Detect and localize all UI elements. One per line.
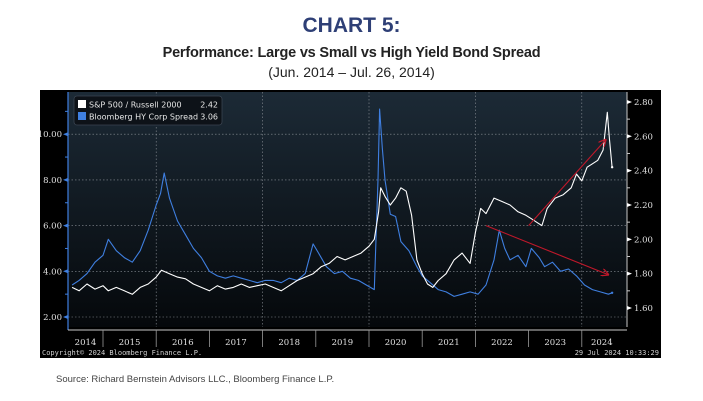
right-tick-marker [627, 237, 632, 242]
series-line-sp500-russell-ratio [71, 111, 613, 295]
right-tick-label: 2.40 [634, 167, 653, 177]
x-tick-label: 2019 [332, 338, 354, 348]
annotations [485, 140, 608, 275]
x-tick-label: 2022 [491, 338, 513, 348]
right-tick-marker [627, 202, 632, 207]
right-tick-label: 1.80 [634, 270, 653, 280]
right-tick-marker [627, 271, 632, 276]
left-tick-marker [63, 223, 68, 228]
timestamp-text: 29 Jul 2024 10:33:29 [575, 349, 659, 357]
left-tick-marker [63, 315, 68, 319]
x-tick-label: 2020 [385, 338, 407, 348]
right-tick-label: 2.80 [634, 98, 653, 108]
legend-swatch-ratio [78, 100, 86, 108]
legend: S&P 500 / Russell 2000 2.42 Bloomberg HY… [73, 95, 223, 126]
left-tick-label: 10.00 [40, 130, 62, 140]
legend-label-ratio: S&P 500 / Russell 2000 [89, 101, 182, 110]
chart-title: CHART 5: [302, 14, 401, 37]
series-endpoint [610, 291, 614, 294]
legend-swatch-spread [78, 112, 86, 120]
trend-arrow-up [528, 140, 606, 226]
gridlines [68, 92, 627, 327]
source-note: Source: Richard Bernstein Advisors LLC.,… [56, 374, 335, 385]
x-tick-label: 2018 [278, 338, 300, 348]
x-tick-label: 2021 [438, 338, 460, 348]
x-tick-label: 2016 [172, 338, 194, 348]
left-tick-marker [63, 177, 68, 182]
chart-date-range: (Jun. 2014 – Jul. 26, 2014) [268, 64, 435, 80]
left-tick-label: 4.00 [43, 267, 62, 277]
legend-box [73, 95, 223, 126]
right-tick-marker [627, 134, 632, 139]
legend-value-spread: 3.06 [200, 113, 218, 122]
series-endpoint [610, 166, 614, 169]
left-tick-label: 8.00 [43, 176, 62, 186]
right-tick-label: 2.60 [634, 132, 653, 142]
legend-label-spread: Bloomberg HY Corp Spread [89, 113, 198, 122]
series-lines [71, 108, 614, 297]
right-tick-label: 2.20 [634, 201, 653, 211]
left-tick-marker [63, 269, 68, 274]
right-tick-marker [627, 99, 632, 104]
copyright-text: Copyright© 2024 Bloomberg Finance L.P. [42, 349, 202, 357]
axes: 2.00 4.00 6.00 8.00 10.00 1.60 1.80 2.00 2.20 2.4… [40, 92, 653, 348]
x-tick-label: 2014 [75, 338, 97, 348]
left-tick-label: 2.00 [43, 313, 62, 323]
left-tick-marker [63, 132, 68, 137]
left-tick-label: 6.00 [43, 222, 62, 232]
series-line-hy-spread [71, 108, 613, 297]
legend-value-ratio: 2.42 [200, 101, 218, 110]
x-tick-label: 2017 [225, 338, 247, 348]
right-tick-marker [627, 306, 632, 310]
chart-subtitle: Performance: Large vs Small vs High Yiel… [162, 45, 541, 61]
right-tick-marker [627, 168, 632, 173]
trend-arrow-down [485, 225, 608, 275]
x-tick-label: 2023 [544, 338, 566, 348]
x-tick-label: 2024 [591, 338, 613, 348]
plot-area [68, 92, 627, 327]
right-tick-label: 2.00 [634, 235, 653, 245]
x-tick-label: 2015 [119, 338, 141, 348]
chart-svg: 2.00 4.00 6.00 8.00 10.00 1.60 1.80 2.00 2.20 2.4… [40, 92, 659, 357]
bloomberg-chart-panel: 2.00 4.00 6.00 8.00 10.00 1.60 1.80 2.00 2.20 2.4… [40, 90, 661, 358]
right-tick-label: 1.60 [634, 304, 653, 314]
